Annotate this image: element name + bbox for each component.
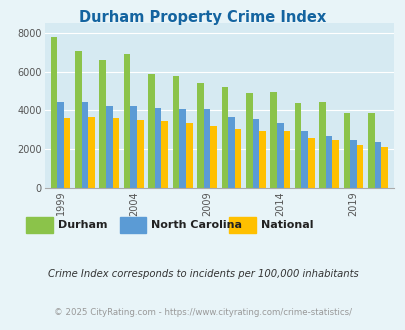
Bar xyxy=(343,114,350,188)
Text: © 2025 CityRating.com - https://www.cityrating.com/crime-statistics/: © 2025 CityRating.com - https://www.city… xyxy=(54,308,351,317)
Bar xyxy=(294,103,301,188)
Bar xyxy=(301,131,307,188)
Bar xyxy=(155,108,161,188)
Bar xyxy=(245,93,252,188)
Bar xyxy=(380,147,387,188)
Bar xyxy=(234,129,241,188)
Bar xyxy=(112,118,119,188)
Bar xyxy=(161,121,168,188)
Bar xyxy=(221,87,228,188)
Bar xyxy=(283,131,290,188)
Bar xyxy=(64,118,70,188)
Bar xyxy=(203,110,210,188)
Bar xyxy=(137,120,143,188)
Bar xyxy=(51,37,57,188)
Bar xyxy=(252,119,258,188)
Bar xyxy=(228,117,234,188)
Bar xyxy=(130,106,137,188)
Bar xyxy=(185,123,192,188)
Bar xyxy=(258,131,265,188)
Bar xyxy=(374,143,380,188)
Bar xyxy=(197,83,203,188)
Bar xyxy=(81,102,88,188)
Bar xyxy=(179,109,185,188)
Bar xyxy=(106,106,112,188)
Bar xyxy=(210,126,216,188)
Bar xyxy=(88,117,95,188)
Bar xyxy=(325,136,332,188)
Bar xyxy=(367,114,374,188)
Text: National: National xyxy=(260,220,312,230)
Bar xyxy=(307,138,314,188)
Bar xyxy=(318,102,325,188)
Text: Durham: Durham xyxy=(58,220,107,230)
Bar xyxy=(75,51,81,188)
Bar xyxy=(99,60,106,188)
Text: Durham Property Crime Index: Durham Property Crime Index xyxy=(79,10,326,25)
Text: Crime Index corresponds to incidents per 100,000 inhabitants: Crime Index corresponds to incidents per… xyxy=(47,269,358,279)
Bar xyxy=(148,74,155,188)
Bar xyxy=(332,140,338,188)
Bar xyxy=(172,77,179,188)
Bar xyxy=(356,146,362,188)
Bar xyxy=(350,140,356,188)
Bar xyxy=(270,92,276,188)
Text: North Carolina: North Carolina xyxy=(151,220,241,230)
Bar xyxy=(124,54,130,188)
Bar xyxy=(276,123,283,188)
Bar xyxy=(57,102,64,188)
